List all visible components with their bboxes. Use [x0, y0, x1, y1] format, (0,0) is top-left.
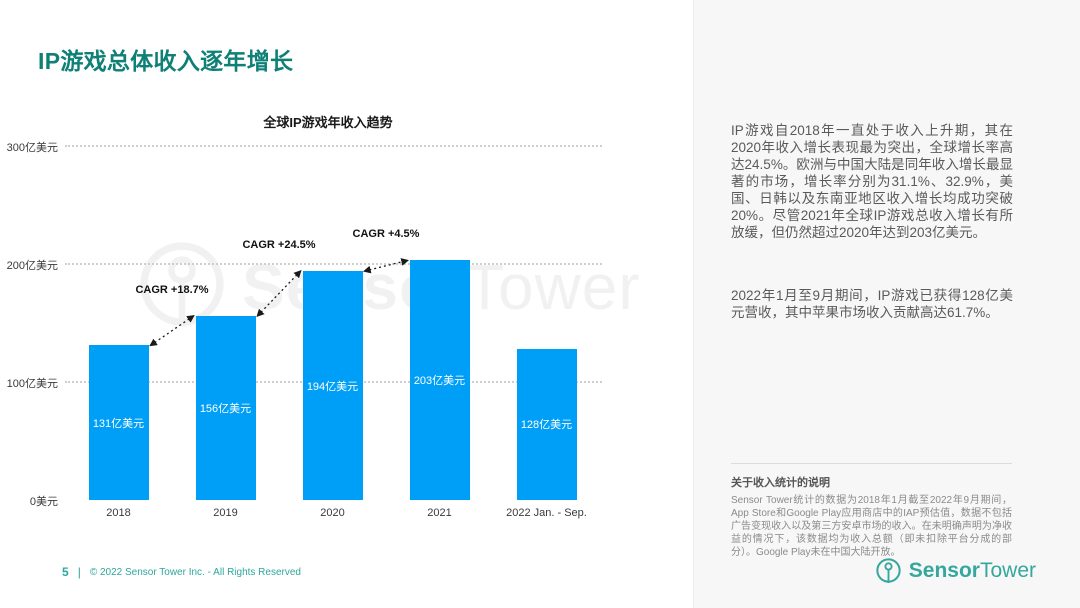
- gridline-200: [65, 263, 602, 265]
- chart-panel: IP游戏总体收入逐年增长 全球IP游戏年收入趋势 SensorTower 300…: [6, 48, 640, 579]
- y-axis-tick-300: 300亿美元: [6, 142, 58, 154]
- x-axis-tick-2022 Jan. - Sep.: 2022 Jan. - Sep.: [506, 507, 587, 519]
- bar-value-label: 128亿美元: [520, 419, 573, 432]
- footnote-body: Sensor Tower统计的数据为2018年1月截至2022年9月期间，App…: [731, 495, 1012, 558]
- y-axis-tick-100: 100亿美元: [6, 378, 58, 390]
- bar-value-label: 194亿美元: [306, 380, 359, 393]
- cagr-annotation: CAGR +18.7%: [135, 283, 209, 296]
- footnote-divider: [731, 463, 1012, 464]
- gridline-300: [65, 145, 602, 147]
- y-axis-tick-0: 0美元: [29, 496, 58, 508]
- x-axis-tick-2021: 2021: [427, 507, 452, 519]
- copyright-text: © 2022 Sensor Tower Inc. - All Rights Re…: [89, 566, 301, 578]
- x-axis-tick-2019: 2019: [213, 507, 238, 519]
- page-title: IP游戏总体收入逐年增长: [38, 48, 294, 74]
- commentary-paragraph-2: 2022年1月至9月期间，IP游戏已获得128亿美元营收，其中苹果市场收入贡献高…: [731, 288, 1013, 320]
- cagr-annotation: CAGR +24.5%: [242, 239, 316, 252]
- chart-title: 全球IP游戏年收入趋势: [263, 115, 393, 130]
- sensor-tower-logo-icon: [875, 557, 902, 584]
- bar-2020: 194亿美元: [302, 271, 363, 500]
- bar-value-label: 203亿美元: [413, 375, 466, 388]
- bar-2022 Jan. - Sep.: 128亿美元: [516, 348, 577, 500]
- bar-value-label: 156亿美元: [199, 402, 252, 415]
- bar-2018: 131亿美元: [88, 345, 149, 500]
- logo-text: SensorTower: [908, 558, 1036, 582]
- bar-2019: 156亿美元: [195, 315, 256, 500]
- commentary-paragraph-1: IP游戏自2018年一直处于收入上升期，其在2020年收入增长表现最为突出，全球…: [731, 123, 1013, 240]
- footnote: 关于收入统计的说明 Sensor Tower统计的数据为2018年1月截至202…: [731, 463, 1012, 559]
- revenue-bar-chart: 全球IP游戏年收入趋势 SensorTower 300亿美元200亿美元100亿…: [6, 115, 640, 519]
- y-axis-tick-200: 200亿美元: [6, 260, 58, 272]
- bar-2021: 203亿美元: [409, 260, 470, 500]
- page-number: 5: [62, 565, 69, 579]
- page-footer: 5 | © 2022 Sensor Tower Inc. - All Right…: [62, 565, 301, 579]
- commentary-panel: IP游戏自2018年一直处于收入上升期，其在2020年收入增长表现最为突出，全球…: [693, 0, 1080, 608]
- cagr-annotation: CAGR +4.5%: [352, 228, 420, 241]
- x-axis-tick-2018: 2018: [106, 507, 131, 519]
- x-axis-tick-2020: 2020: [320, 507, 345, 519]
- footer-separator: |: [77, 565, 81, 579]
- bar-value-label: 131亿美元: [92, 417, 145, 430]
- sensor-tower-logo: SensorTower: [875, 557, 1036, 584]
- footnote-title: 关于收入统计的说明: [731, 477, 830, 489]
